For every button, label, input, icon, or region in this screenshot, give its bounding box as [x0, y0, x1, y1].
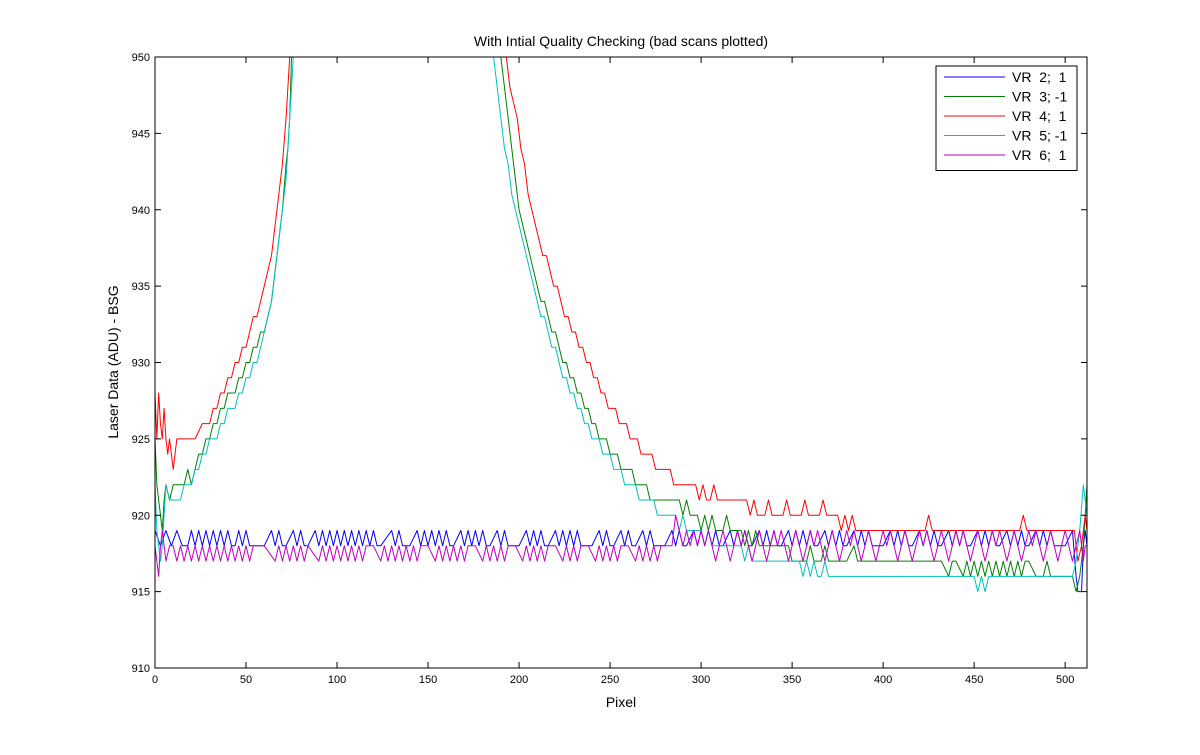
x-tick-label: 250: [601, 674, 619, 686]
y-tick-label: 935: [132, 281, 150, 293]
series-layer: [155, 57, 1087, 593]
y-tick-label: 940: [132, 205, 150, 217]
x-tick-label: 400: [874, 674, 892, 686]
x-tick-label: 200: [510, 674, 528, 686]
y-axis-label: Laser Data (ADU) - BSG: [105, 285, 121, 438]
x-tick-label: 100: [328, 674, 346, 686]
x-axis: 0 50 100 150 200 250 300 350 400 450 500: [152, 57, 1074, 686]
series-line-1: [155, 530, 1087, 593]
series-line-4: [155, 57, 1087, 593]
y-axis: 910 915 920 925 930 935 940 945 950: [132, 52, 1087, 675]
legend: VR 2; 1 VR 3; -1 VR 4; 1 VR 5; -1 VR 6; 1: [935, 65, 1078, 171]
x-tick-label: 500: [1056, 674, 1074, 686]
legend-label: VR 3; -1: [1012, 89, 1067, 105]
legend-label: VR 5; -1: [1012, 128, 1067, 144]
y-tick-label: 950: [132, 52, 150, 64]
chart-title: With Intial Quality Checking (bad scans …: [474, 33, 768, 49]
legend-box: [935, 65, 1078, 171]
series-line-3: [155, 57, 1087, 562]
x-tick-label: 300: [692, 674, 710, 686]
x-tick-label: 350: [783, 674, 801, 686]
legend-label: VR 4; 1: [1012, 108, 1067, 124]
legend-label: VR 2; 1: [1012, 69, 1067, 85]
x-tick-label: 150: [419, 674, 437, 686]
plot-area: [155, 57, 1087, 668]
y-tick-label: 920: [132, 510, 150, 522]
x-tick-label: 50: [240, 674, 252, 686]
y-tick-label: 915: [132, 587, 150, 599]
y-tick-label: 910: [132, 663, 150, 675]
x-tick-label: 0: [152, 674, 158, 686]
series-line-5: [155, 514, 1087, 577]
y-tick-label: 925: [132, 434, 150, 446]
x-tick-label: 450: [965, 674, 983, 686]
y-tick-label: 930: [132, 358, 150, 370]
x-axis-label: Pixel: [606, 694, 636, 710]
legend-label: VR 6; 1: [1012, 147, 1067, 163]
y-tick-label: 945: [132, 128, 150, 140]
